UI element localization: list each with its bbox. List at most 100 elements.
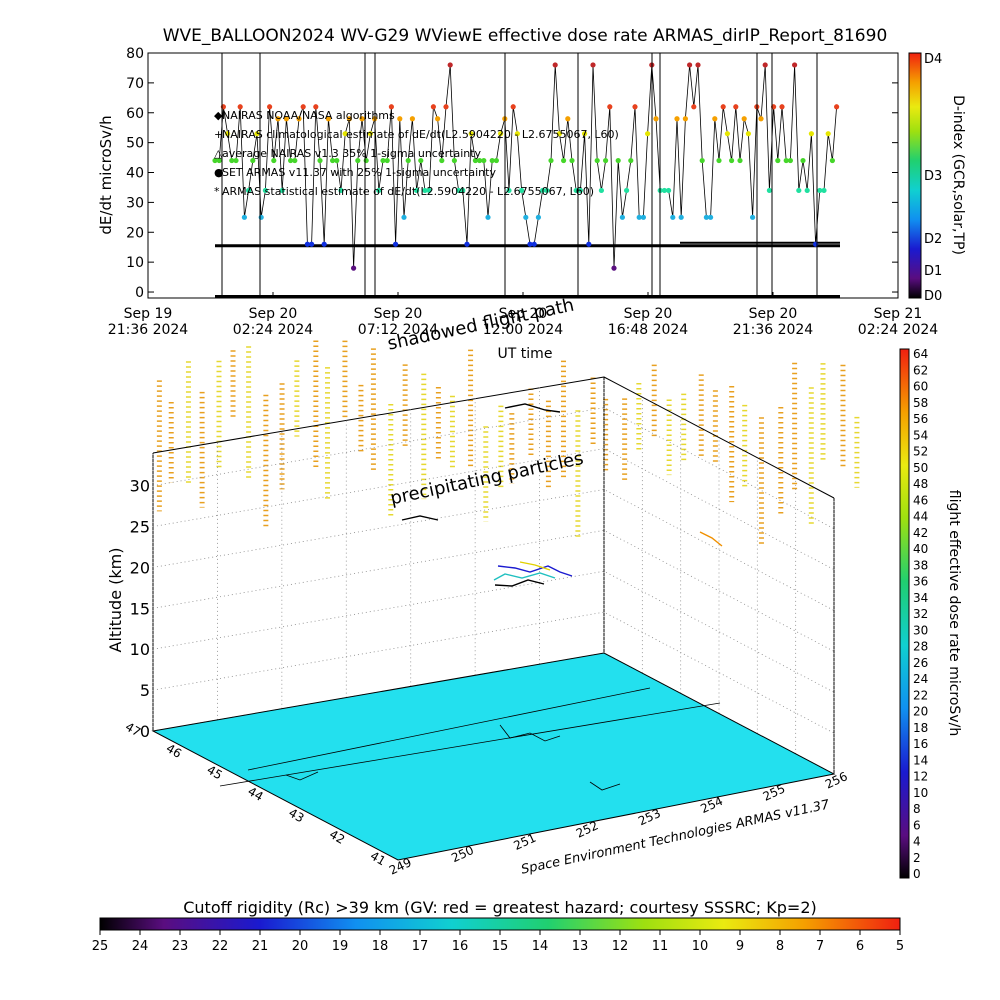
dose-rate-point xyxy=(246,187,252,194)
dose-rate-point xyxy=(766,187,773,194)
latitude-tick-label: 45 xyxy=(205,763,225,783)
cutoff-rigidity-tick-label: 9 xyxy=(736,939,744,954)
legend-entry: SET ARMAS v11.37 with 25% 1-sigma uncert… xyxy=(222,166,496,179)
dose-rate-point xyxy=(330,157,336,164)
dose-rate-point xyxy=(300,104,306,110)
legend-entry: NAIRAS NOAA/NASA algorithms xyxy=(222,109,395,122)
flight-track xyxy=(401,403,723,587)
latitude-tick-label: 41 xyxy=(368,849,388,869)
dose-rate-point xyxy=(443,104,449,110)
dose-rate-tick: 4 xyxy=(913,835,921,849)
dose-rate-tick: 32 xyxy=(913,607,928,621)
dose-rate-point xyxy=(393,241,399,247)
dose-rate-point xyxy=(321,241,327,247)
d-index-tick: D0 xyxy=(924,289,942,304)
dose-rate-point xyxy=(384,157,390,164)
cutoff-rigidity-ticks: 25 24 23 22 21 20 19 18 17 16 15 14 13 12 11 10 9 8 7 6 5 xyxy=(92,930,904,954)
top-x-tick-label-date: Sep 20 xyxy=(749,306,798,322)
dose-rate-tick: 14 xyxy=(913,753,928,767)
dose-rate-tick: 12 xyxy=(913,770,928,784)
dose-rate-point xyxy=(241,214,247,220)
top-legend: ◆ NAIRAS NOAA/NASA algorithms +NAIRAS clim… xyxy=(214,109,619,198)
top-x-axis-label: UT time xyxy=(498,346,553,362)
dose-rate-point xyxy=(800,157,806,164)
dose-rate-tick: 2 xyxy=(913,851,921,865)
cutoff-rigidity-tick-label: 5 xyxy=(896,939,904,954)
dose-rate-tick: 28 xyxy=(913,640,928,654)
cutoff-rigidity-tick-label: 14 xyxy=(532,939,549,954)
ground-plane-marks xyxy=(219,687,721,791)
dose-rate-point xyxy=(485,214,491,220)
d-index-colorbar-ticks: D4 D3 D2 D1 D0 xyxy=(924,52,942,304)
top-y-tick-label: 10 xyxy=(126,255,144,271)
dose-rate-point xyxy=(699,157,705,164)
altitude-tick-label: 25 xyxy=(130,518,150,537)
dose-rate-point xyxy=(317,157,323,164)
dose-rate-point xyxy=(565,116,571,122)
dose-rate-colorbar-label: flight effective dose rate microSv/h xyxy=(946,490,962,736)
top-chart-title: WVE_BALLOON2024 WV-G29 WViewE effective … xyxy=(163,26,888,46)
dose-rate-point xyxy=(292,157,298,164)
top-x-tick-label-time: 02:24 2024 xyxy=(858,322,939,338)
dose-rate-point xyxy=(498,131,504,137)
d-index-colorbar xyxy=(908,52,922,299)
dose-rate-point xyxy=(720,104,726,110)
dose-rate-point xyxy=(590,62,596,68)
dose-rate-point xyxy=(531,241,537,247)
cutoff-rigidity-tick-label: 20 xyxy=(292,939,309,954)
dose-rate-point xyxy=(489,157,495,164)
dose-rate-point xyxy=(792,62,798,68)
dose-rate-point xyxy=(464,241,470,247)
top-y-tick-label: 80 xyxy=(126,46,144,62)
dose-rate-point xyxy=(758,116,764,122)
altitude-tick-label: 15 xyxy=(130,599,150,618)
dose-rate-point xyxy=(422,187,428,194)
top-x-tick-label-time: 07:12 2024 xyxy=(358,322,439,338)
dose-rate-point xyxy=(733,104,739,110)
dose-rate-point xyxy=(624,187,630,194)
dose-rate-point xyxy=(388,104,394,110)
dose-rate-point xyxy=(615,157,621,164)
d-index-tick: D2 xyxy=(924,232,942,247)
dose-rate-point xyxy=(825,131,831,137)
dose-rate-point xyxy=(279,187,285,194)
dose-rate-tick: 56 xyxy=(913,412,928,426)
dose-rate-tick: 64 xyxy=(913,347,928,361)
cutoff-rigidity-tick-label: 18 xyxy=(372,939,389,954)
dose-rate-tick: 40 xyxy=(913,542,928,556)
dose-rate-point xyxy=(439,157,445,164)
dose-rate-point xyxy=(313,104,319,110)
dose-rate-point xyxy=(405,157,411,164)
dose-rate-tick: 34 xyxy=(913,591,928,605)
ground-plane xyxy=(151,652,836,861)
dose-rate-tick: 30 xyxy=(913,623,928,637)
top-y-tick-label: 20 xyxy=(126,225,144,241)
dose-rate-point xyxy=(237,104,243,110)
dose-rate-point xyxy=(367,131,373,137)
dose-rate-point xyxy=(561,157,567,164)
cutoff-rigidity-tick-label: 19 xyxy=(332,939,349,954)
dose-rate-point xyxy=(271,157,277,164)
dose-rate-point xyxy=(414,187,420,194)
dose-rate-point xyxy=(687,62,693,68)
dose-rate-point xyxy=(636,214,642,220)
dose-rate-tick: 26 xyxy=(913,656,928,670)
altitude-tick-label: 0 xyxy=(140,722,150,741)
cutoff-rigidity-tick-label: 22 xyxy=(212,939,229,954)
top-x-tick-label-time: 21:36 2024 xyxy=(733,322,814,338)
dose-rate-point xyxy=(741,116,747,122)
altitude-gridline xyxy=(152,407,835,530)
dose-rate-point xyxy=(737,157,743,164)
dose-rate-colorbar xyxy=(899,348,910,879)
top-x-tick-label-date: Sep 20 xyxy=(374,306,423,322)
cutoff-rigidity-tick-label: 21 xyxy=(252,939,269,954)
altitude-gridline xyxy=(152,570,835,693)
dose-rate-tick: 0 xyxy=(913,867,921,881)
dose-rate-point xyxy=(586,241,592,247)
dose-rate-colorbar-ticks: 0246810121416182022242628303234363840424… xyxy=(913,347,928,881)
dose-rate-point xyxy=(262,187,268,194)
dose-rate-point xyxy=(783,157,789,164)
dose-rate-point xyxy=(258,214,264,220)
dose-rate-point xyxy=(556,131,563,137)
